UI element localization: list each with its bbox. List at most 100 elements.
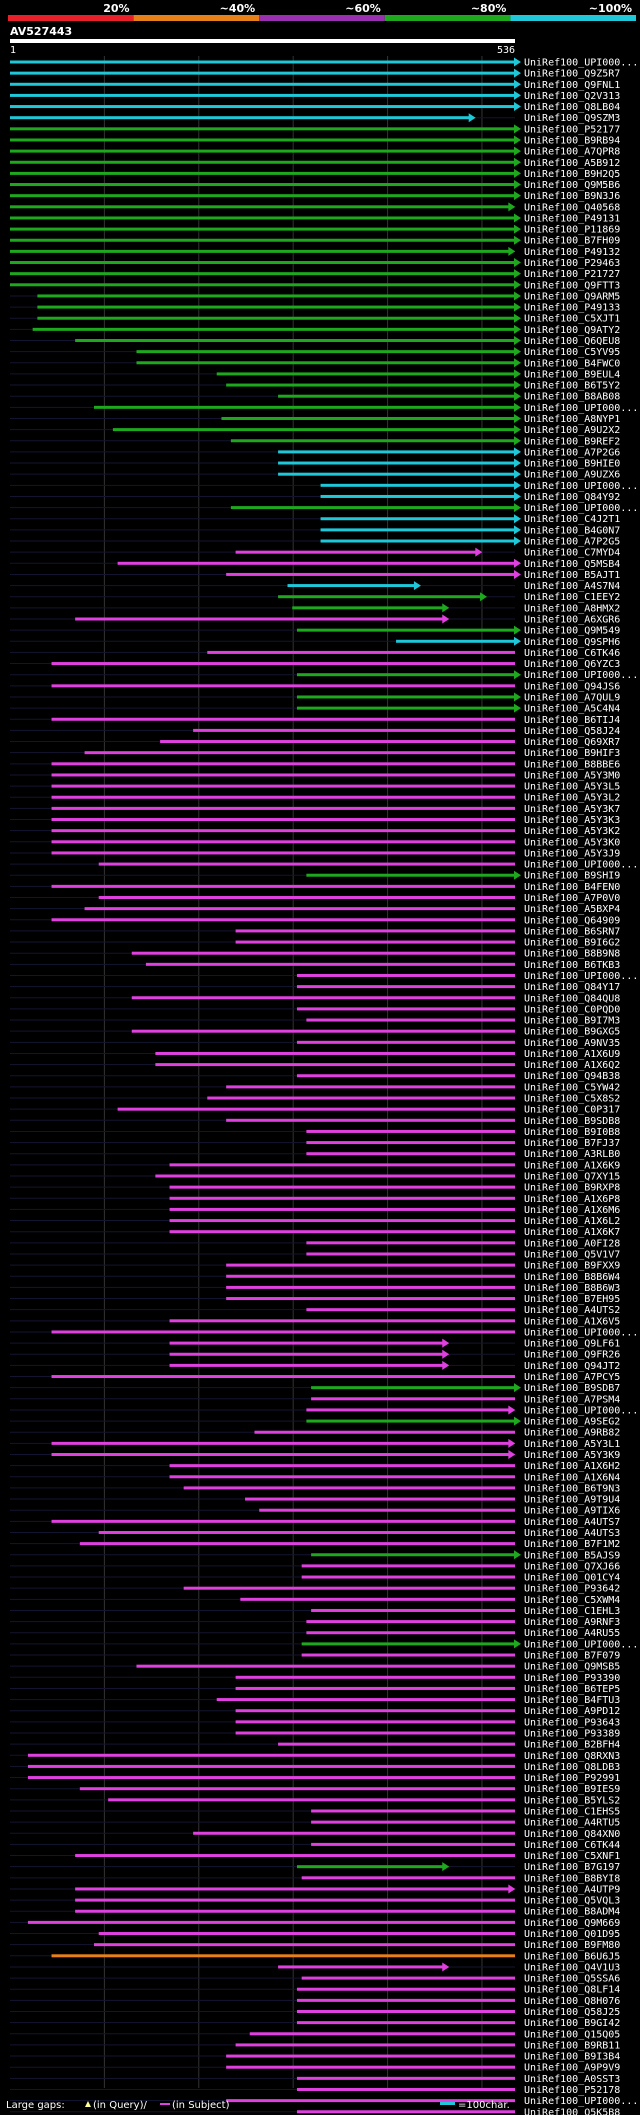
hit-row[interactable]: UniRef100_B6TKB3 (10, 960, 620, 971)
hit-row[interactable]: UniRef100_A8HMX2 (10, 603, 620, 614)
hit-label[interactable]: UniRef100_Q40568 (524, 202, 620, 213)
hit-row[interactable]: UniRef100_A7QUL9 (10, 692, 620, 703)
hit-row[interactable]: UniRef100_B9I7M3 (10, 1016, 620, 1027)
hit-row[interactable]: UniRef100_B9SDB7 (10, 1383, 620, 1394)
hit-label[interactable]: UniRef100_B7EH95 (524, 1294, 620, 1305)
hit-label[interactable]: UniRef100_A7PCY5 (524, 1372, 620, 1383)
hit-row[interactable]: UniRef100_Q9Z5R7 (10, 68, 620, 80)
hit-label[interactable]: UniRef100_Q6QEU8 (524, 336, 620, 347)
hit-row[interactable]: UniRef100_C0P317 (10, 1105, 620, 1116)
hit-row[interactable]: UniRef100_B9EUL4 (10, 369, 620, 380)
hit-label[interactable]: UniRef100_A7PSM4 (524, 1394, 620, 1405)
hit-label[interactable]: UniRef100_A5Y3K9 (524, 1450, 620, 1461)
hit-row[interactable]: UniRef100_A7PCY5 (10, 1372, 620, 1383)
hit-label[interactable]: UniRef100_C0P317 (524, 1105, 620, 1116)
hit-row[interactable]: UniRef100_B4FWC0 (10, 358, 620, 369)
hit-label[interactable]: UniRef100_Q8LF14 (524, 1985, 620, 1996)
hit-label[interactable]: UniRef100_Q8H076 (524, 1996, 620, 2007)
hit-label[interactable]: UniRef100_A7P2G6 (524, 447, 620, 458)
hit-row[interactable]: UniRef100_Q5MSB4 (10, 558, 620, 570)
hit-row[interactable]: UniRef100_A5BXP4 (10, 904, 620, 915)
hit-row[interactable]: UniRef100_UPI000... (10, 1327, 638, 1338)
hit-row[interactable]: UniRef100_A1X6H2 (10, 1461, 620, 1472)
hit-row[interactable]: UniRef100_B6TIJ4 (10, 715, 620, 726)
hit-row[interactable]: UniRef100_A9U2X2 (10, 425, 620, 436)
hit-label[interactable]: UniRef100_B4FEN0 (524, 882, 620, 893)
hit-row[interactable]: UniRef100_A9P9V9 (10, 2063, 620, 2074)
hit-row[interactable]: UniRef100_B8ADM4 (10, 1907, 620, 1918)
hit-label[interactable]: UniRef100_Q9FNL1 (524, 80, 620, 91)
hit-row[interactable]: UniRef100_C1EHS5 (10, 1806, 620, 1817)
hit-label[interactable]: UniRef100_B9I0B8 (524, 1127, 620, 1138)
hit-row[interactable]: UniRef100_P93389 (10, 1729, 620, 1740)
hit-row[interactable]: UniRef100_Q84Y17 (10, 982, 620, 993)
hit-label[interactable]: UniRef100_B6SRN7 (524, 926, 620, 937)
hit-row[interactable]: UniRef100_C5X8S2 (10, 1094, 620, 1105)
hit-label[interactable]: UniRef100_Q7XY15 (524, 1172, 620, 1183)
hit-row[interactable]: UniRef100_A7QPR8 (10, 146, 620, 158)
hit-label[interactable]: UniRef100_Q9LF61 (524, 1339, 620, 1350)
hit-row[interactable]: UniRef100_A6XGR6 (10, 614, 620, 626)
hit-row[interactable]: UniRef100_UPI000... (10, 402, 638, 414)
hit-row[interactable]: UniRef100_Q9MSB5 (10, 1662, 620, 1673)
hit-label[interactable]: UniRef100_A4UTS3 (524, 1528, 620, 1539)
hit-row[interactable]: UniRef100_B9RXP8 (10, 1183, 620, 1194)
hit-row[interactable]: UniRef100_B9IES9 (10, 1784, 620, 1795)
hit-label[interactable]: UniRef100_B5AJT1 (524, 570, 620, 581)
hit-label[interactable]: UniRef100_A9NV35 (524, 1038, 620, 1049)
hit-label[interactable]: UniRef100_A8NYP1 (524, 414, 620, 425)
hit-label[interactable]: UniRef100_B6U6J5 (524, 1951, 620, 1962)
hit-label[interactable]: UniRef100_A1X6H2 (524, 1461, 620, 1472)
hit-label[interactable]: UniRef100_P11869 (524, 225, 620, 236)
hit-row[interactable]: UniRef100_B9HIE0 (10, 458, 620, 470)
hit-row[interactable]: UniRef100_Q8LB04 (10, 102, 620, 113)
hit-label[interactable]: UniRef100_B4G0N7 (524, 525, 620, 536)
hit-row[interactable]: UniRef100_C5YW42 (10, 1082, 620, 1093)
hit-label[interactable]: UniRef100_A4RU55 (524, 1628, 620, 1639)
hit-row[interactable]: UniRef100_A9TIX6 (10, 1506, 620, 1517)
hit-row[interactable]: UniRef100_Q01D95 (10, 1929, 620, 1940)
hit-row[interactable]: UniRef100_B4FEN0 (10, 882, 620, 893)
hit-label[interactable]: UniRef100_Q9FTT3 (524, 280, 620, 291)
hit-label[interactable]: UniRef100_UPI000... (524, 1639, 638, 1650)
hit-label[interactable]: UniRef100_A9P9V9 (524, 2063, 620, 2074)
hit-label[interactable]: UniRef100_Q58J24 (524, 726, 620, 737)
hit-row[interactable]: UniRef100_P52177 (10, 124, 620, 135)
hit-row[interactable]: UniRef100_B6TEP5 (10, 1684, 620, 1695)
hit-row[interactable]: UniRef100_Q8LDB3 (10, 1762, 620, 1773)
hit-label[interactable]: UniRef100_Q4V1U3 (524, 1962, 620, 1973)
hit-row[interactable]: UniRef100_B6T5Y2 (10, 380, 620, 392)
hit-label[interactable]: UniRef100_A9T9U4 (524, 1495, 620, 1506)
hit-row[interactable]: UniRef100_Q6YZC3 (10, 659, 620, 670)
hit-row[interactable]: UniRef100_B8AB08 (10, 391, 620, 403)
hit-label[interactable]: UniRef100_B7FH09 (524, 236, 620, 247)
hit-label[interactable]: UniRef100_C0PQD0 (524, 1004, 620, 1015)
hit-label[interactable]: UniRef100_B5YLS2 (524, 1795, 620, 1806)
hit-label[interactable]: UniRef100_A4UTS2 (524, 1305, 620, 1316)
hit-row[interactable]: UniRef100_A7P2G6 (10, 447, 620, 458)
hit-row[interactable]: UniRef100_Q9M669 (10, 1918, 620, 1929)
hit-row[interactable]: UniRef100_UPI000... (10, 670, 638, 681)
hit-label[interactable]: UniRef100_Q69XR7 (524, 737, 620, 748)
hit-row[interactable]: UniRef100_A1X6M6 (10, 1205, 620, 1216)
hit-row[interactable]: UniRef100_C6TK44 (10, 1840, 620, 1851)
hit-label[interactable]: UniRef100_A9TIX6 (524, 1506, 620, 1517)
hit-row[interactable]: UniRef100_Q8LF14 (10, 1985, 620, 1996)
hit-label[interactable]: UniRef100_A9UZX6 (524, 470, 620, 481)
hit-row[interactable]: UniRef100_A4S7N4 (10, 581, 620, 592)
hit-label[interactable]: UniRef100_UPI000... (524, 1405, 638, 1416)
hit-label[interactable]: UniRef100_B9HIF3 (524, 748, 620, 759)
hit-row[interactable]: UniRef100_B9GXG5 (10, 1027, 620, 1038)
hit-row[interactable]: UniRef100_UPI000... (10, 2096, 638, 2107)
hit-row[interactable]: UniRef100_A5Y3K9 (10, 1450, 620, 1461)
hit-label[interactable]: UniRef100_Q84Y17 (524, 982, 620, 993)
hit-row[interactable]: UniRef100_A9SEG2 (10, 1416, 620, 1428)
hit-label[interactable]: UniRef100_UPI000... (524, 403, 638, 414)
hit-row[interactable]: UniRef100_P93390 (10, 1673, 620, 1684)
hit-row[interactable]: UniRef100_B9FXX9 (10, 1261, 620, 1272)
hit-label[interactable]: UniRef100_B6TIJ4 (524, 715, 620, 726)
hit-label[interactable]: UniRef100_B9SDB8 (524, 1116, 620, 1127)
hit-row[interactable]: UniRef100_A5Y3L5 (10, 782, 620, 793)
hit-label[interactable]: UniRef100_A0FI28 (524, 1238, 620, 1249)
hit-label[interactable]: UniRef100_A8HMX2 (524, 603, 620, 614)
